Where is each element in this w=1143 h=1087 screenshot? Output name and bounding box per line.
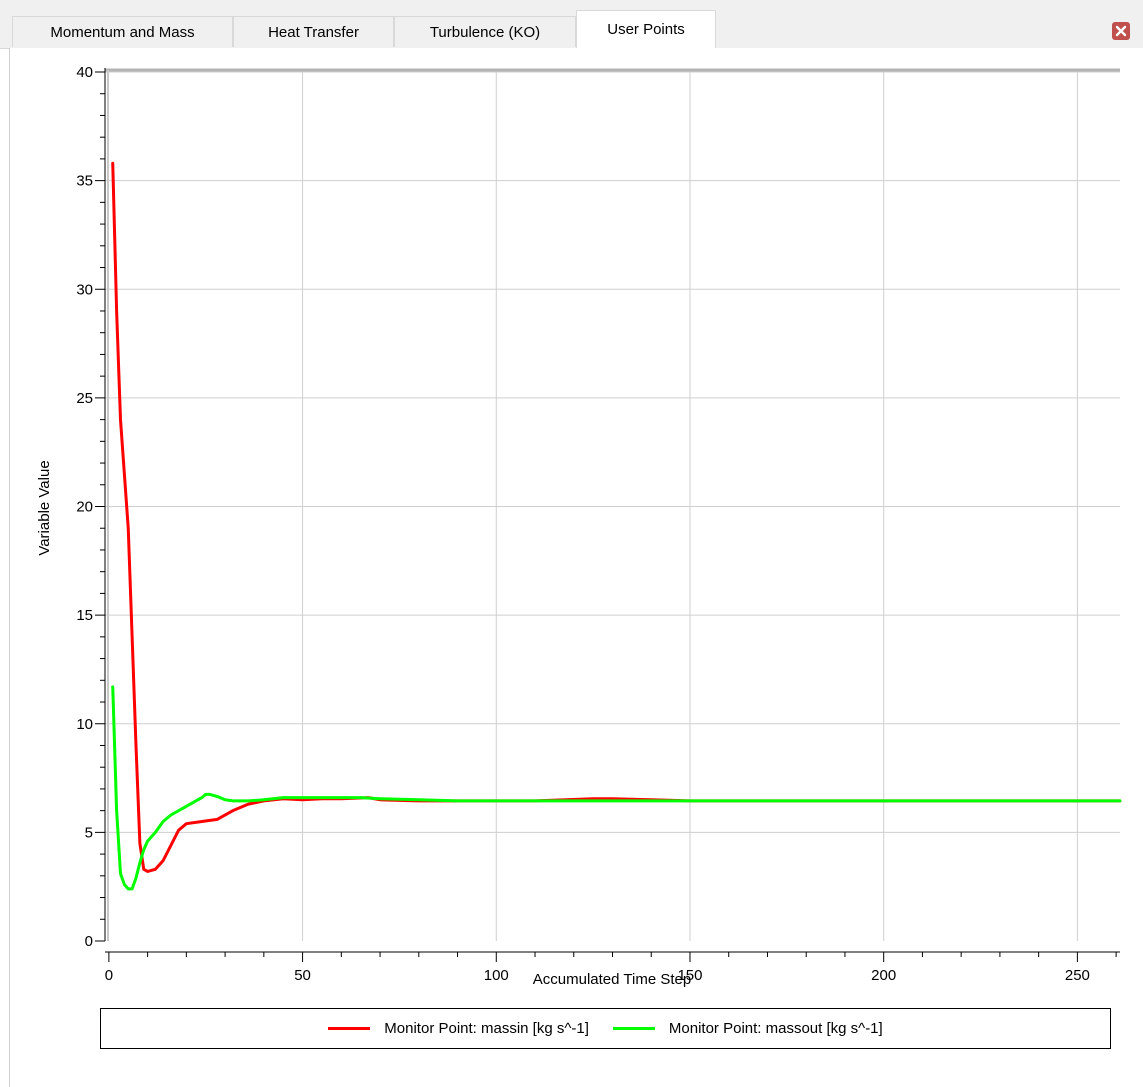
y-tick-label: 15 (76, 607, 93, 624)
y-tick-label: 20 (76, 499, 93, 516)
y-tick-label: 10 (76, 716, 93, 733)
x-tick-label: 0 (105, 967, 113, 984)
x-tick-label: 150 (677, 967, 702, 984)
close-icon (1115, 25, 1127, 37)
legend-label-massin: Monitor Point: massin [kg s^-1] (384, 1020, 589, 1037)
tab-heat-transfer[interactable]: Heat Transfer (233, 16, 394, 47)
tab-label: Turbulence (KO) (429, 23, 541, 41)
plot-pane (9, 48, 1143, 1087)
series-line-1 (111, 685, 1122, 891)
x-axis-label: Accumulated Time Step (533, 971, 691, 988)
chart-legend: Monitor Point: massin [kg s^-1] Monitor … (100, 1008, 1111, 1049)
y-tick-label: 5 (85, 824, 93, 841)
y-axis-label: Variable Value (36, 460, 53, 555)
y-tick-label: 30 (76, 281, 93, 298)
y-tick-label: 40 (76, 64, 93, 81)
legend-label-massout: Monitor Point: massout [kg s^-1] (668, 1020, 883, 1037)
close-button[interactable] (1112, 22, 1130, 40)
tab-label: User Points (607, 21, 685, 38)
tab-user-points[interactable]: User Points (576, 10, 716, 48)
y-tick-label: 35 (76, 173, 93, 190)
legend-swatch-massin (328, 1027, 371, 1030)
y-tick-label: 0 (85, 933, 93, 950)
series-line-0 (111, 161, 1122, 873)
x-tick-label: 50 (294, 967, 311, 984)
legend-swatch-massout (612, 1027, 655, 1030)
x-tick-label: 250 (1065, 967, 1090, 984)
tab-label: Momentum and Mass (50, 23, 195, 41)
y-tick-label: 25 (76, 390, 93, 407)
tab-momentum-and-mass[interactable]: Momentum and Mass (12, 16, 233, 47)
legend-item-massout: Monitor Point: massout [kg s^-1] (612, 1020, 883, 1037)
legend-item-massin: Monitor Point: massin [kg s^-1] (328, 1020, 589, 1037)
x-tick-label: 200 (871, 967, 896, 984)
x-tick-label: 100 (484, 967, 509, 984)
tab-bar: Momentum and Mass Heat Transfer Turbulen… (0, 0, 1143, 49)
tab-turbulence-ko[interactable]: Turbulence (KO) (394, 16, 576, 47)
tab-label: Heat Transfer (268, 23, 359, 41)
